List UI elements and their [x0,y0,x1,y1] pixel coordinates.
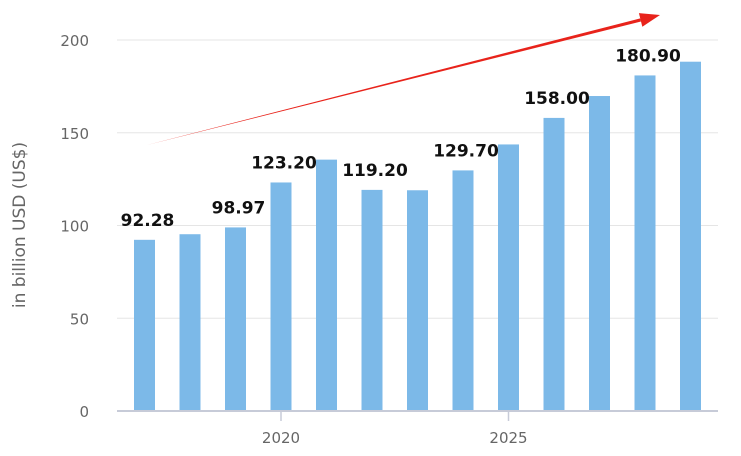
x-tick-label: 2025 [489,429,527,447]
data-labels: 92.28 98.97 123.20 119.20 129.70 158.00 180.90 [121,46,681,230]
bar [498,144,519,411]
bar [543,117,565,411]
bar [361,189,383,411]
y-tick-label: 50 [70,310,89,328]
bar [270,182,292,411]
data-label: 158.00 [524,89,590,109]
data-label: 92.28 [121,211,175,231]
data-label: 129.70 [433,141,499,161]
data-label: 123.20 [251,153,317,173]
bars [134,61,701,412]
bar [452,170,474,411]
y-tick-label: 200 [60,32,89,50]
y-tick-label: 100 [60,218,89,236]
trend-arrow-head [638,13,660,27]
bar [680,61,701,412]
y-tick-label: 0 [79,403,89,421]
data-label: 119.20 [342,161,408,181]
bar [316,159,337,411]
bar [179,234,201,411]
trend-arrow-shaft [147,18,642,146]
bar [589,96,610,411]
x-axis-ticks: 2020 2025 [262,411,528,447]
y-axis-label: in billion USD (US$) [10,142,30,308]
bar [225,227,246,411]
x-tick-label: 2020 [262,429,300,447]
data-label: 98.97 [212,198,266,218]
bar [407,190,428,411]
data-label: 180.90 [615,46,681,66]
bar [134,239,155,411]
y-axis-ticks: 0 50 100 150 200 [60,32,89,421]
y-tick-label: 150 [60,125,89,143]
trend-arrow [147,13,660,146]
bar [634,75,656,412]
